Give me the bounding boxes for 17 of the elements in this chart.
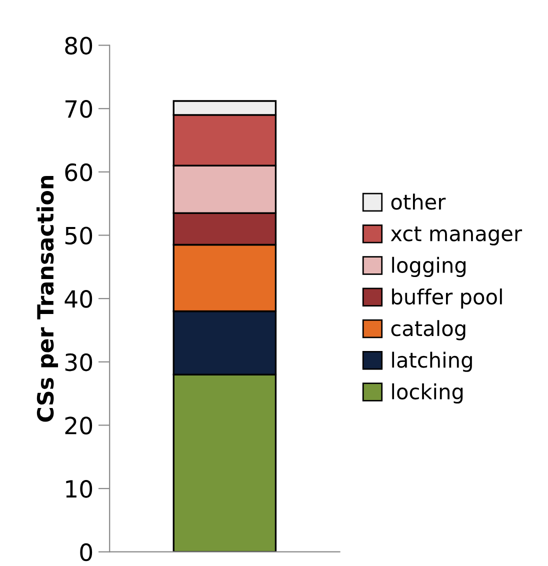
y-axis-title: CSs per Transaction [36, 176, 58, 422]
y-tick-label: 60 [65, 163, 92, 182]
y-tick-label: 40 [64, 290, 92, 308]
legend-label: latching [392, 352, 472, 372]
y-tick-label: 10 [66, 480, 92, 498]
legend-label: other [391, 194, 446, 210]
y-tick-label: 0 [80, 543, 92, 562]
legend-label: locking [392, 383, 463, 404]
y-tick-label: 80 [65, 36, 92, 55]
legend-label: buffer pool [392, 288, 502, 309]
y-tick-label: 30 [65, 353, 92, 372]
y-tick-label: 70 [66, 100, 92, 118]
legend-label: xct manager [390, 226, 522, 246]
legend-label: logging [392, 256, 466, 278]
y-tick-label: 50 [65, 226, 92, 245]
y-tick-label: 20 [65, 416, 92, 435]
legend-label: catalog [391, 320, 466, 340]
